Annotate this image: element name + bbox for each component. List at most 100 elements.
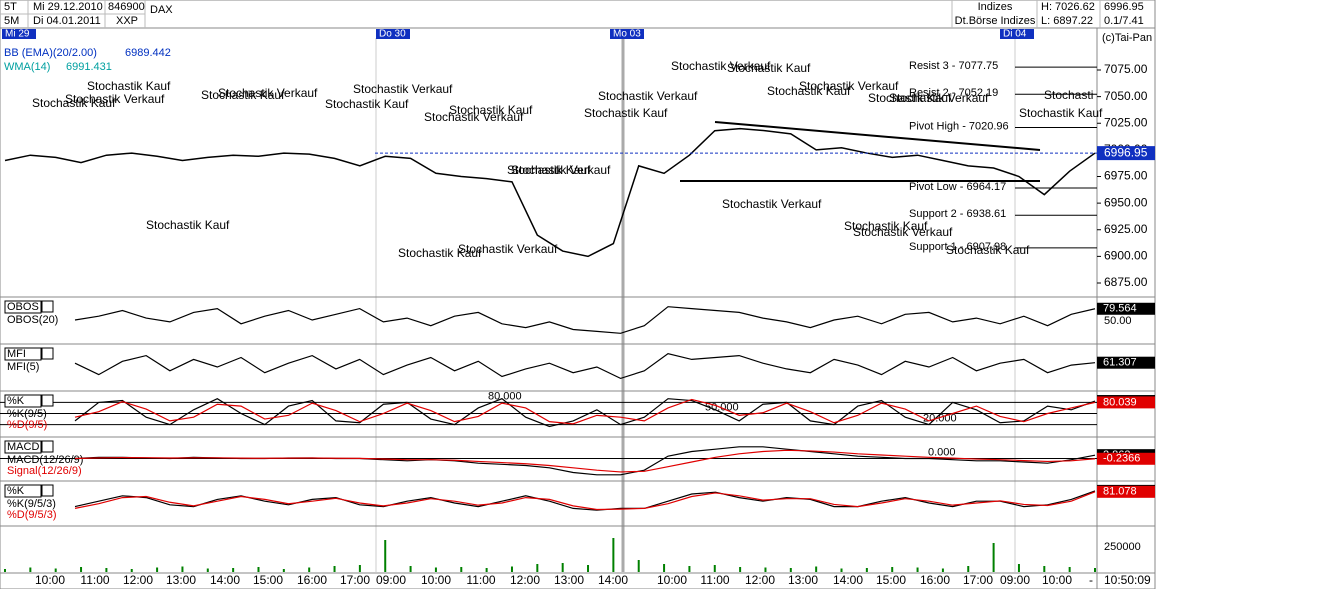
value-box (1097, 452, 1155, 465)
exchange: XXP (116, 15, 138, 27)
volume-bar (1043, 566, 1046, 572)
annotation: Stochastik Kauf (844, 219, 928, 233)
panel-add[interactable] (41, 484, 54, 497)
pivot-label: Pivot Low - 6964.17 (909, 181, 1006, 193)
pivot-label: Pivot High - 7020.96 (909, 120, 1009, 132)
annotation: Stochastik Verkauf (889, 91, 989, 105)
annotation: Stochasti (1044, 88, 1093, 102)
y-tick-label: 7050.00 (1104, 89, 1148, 103)
volume-bar (257, 567, 260, 572)
annotation: Stochastik Verkauf (65, 92, 165, 106)
annotation: Stochastik Kauf (727, 61, 811, 75)
volume-bar (587, 565, 590, 572)
volume-bar (891, 567, 894, 572)
price-line (4, 127, 1096, 258)
annotation: Stochastik Kauf (87, 79, 171, 93)
indicator-line (74, 353, 1096, 380)
y-tick-label: 6875.00 (1104, 275, 1148, 289)
high: H: 7026.62 (1041, 1, 1095, 13)
volume-bar (434, 567, 437, 572)
volume-bar (739, 567, 742, 572)
y-tick-label: 250000 (1104, 541, 1141, 553)
annotation: Stochastik Kauf (767, 84, 851, 98)
volume-bar (916, 567, 919, 572)
series-name: %D(9/5/3) (7, 509, 57, 521)
annotation: Stochastik Kauf (507, 163, 591, 177)
series-name: OBOS(20) (7, 314, 58, 326)
last-price-label: 6996.95 (1104, 145, 1148, 159)
series-name: MFI(5) (7, 361, 39, 373)
date-marker (1000, 29, 1034, 39)
annotation: Stochastik Kauf (584, 106, 668, 120)
date-marker (376, 29, 410, 39)
x-tick-label: 11:00 (80, 573, 109, 587)
panel-button-box (4, 484, 42, 498)
panel-add[interactable] (41, 394, 54, 407)
series-name: Signal(12/26/9) (7, 465, 82, 477)
x-tick-label: 11:00 (700, 573, 729, 587)
panel-button: %K (7, 395, 25, 407)
change: 0.1/7.41 (1104, 15, 1144, 27)
x-tick-label: 12:00 (123, 573, 153, 587)
y-tick-label: 7075.00 (1104, 62, 1148, 76)
y-tick-label: 6975.00 (1104, 169, 1148, 183)
x-tick-label: - (1089, 573, 1093, 587)
x-tick-label: 09:00 (1000, 573, 1030, 587)
symbol: DAX (150, 4, 173, 16)
annotation: Stochastik Kauf (201, 88, 285, 102)
date-marker-label: Do 30 (379, 29, 406, 40)
x-tick-label: 10:00 (35, 573, 65, 587)
volume-bar (232, 568, 235, 572)
volume-bar (637, 560, 640, 572)
code: 846900 (108, 1, 145, 13)
x-tick-label: 14:00 (210, 573, 240, 587)
volume-bar (29, 567, 32, 572)
x-tick-label: 15:00 (253, 573, 283, 587)
annotation: Stochastik Verkauf (853, 225, 953, 239)
panel-add[interactable] (41, 440, 54, 453)
annotation: Stochastik Kauf (325, 97, 409, 111)
annotation: Stochastik Verkauf (598, 89, 698, 103)
panel-add[interactable] (41, 300, 54, 313)
x-tick-label: 13:00 (788, 573, 818, 587)
series-name: %K(9/5) (7, 408, 47, 420)
volume-bar (713, 565, 716, 572)
volume-bar (4, 569, 6, 572)
x-tick-label: 17:00 (340, 573, 370, 587)
volume-bar (536, 564, 539, 572)
volume-bar (561, 563, 564, 572)
panel-button: MFI (7, 348, 26, 360)
reference-label: 80.000 (488, 390, 522, 402)
volume-bar (815, 566, 818, 572)
date-marker-label: Mo 03 (613, 29, 641, 40)
x-tick-label: 09:00 (376, 573, 406, 587)
volume-bar (80, 567, 83, 572)
x-tick-label: 12:00 (510, 573, 540, 587)
layout (0, 0, 1155, 589)
group: Indizes (978, 1, 1013, 13)
pivot-label: Resist 2 - 7052.19 (909, 87, 998, 99)
volume-bar (612, 538, 615, 572)
indicator-line (74, 449, 1096, 473)
date-marker (2, 29, 36, 39)
panel-add[interactable] (41, 347, 54, 360)
y-tick-label: 50.00 (1104, 315, 1132, 327)
annotation: Stochastik Kauf (32, 96, 116, 110)
y-tick-label: 6925.00 (1104, 222, 1148, 236)
volume-bar (54, 568, 57, 572)
volume-bar (941, 568, 944, 572)
volume-bar (460, 567, 463, 572)
volume-bar (764, 567, 767, 572)
copyright: (c)Tai-Pan (1102, 32, 1152, 44)
series-name: %D(9/5) (7, 419, 47, 431)
annotation: Stochastik Kauf (868, 91, 952, 105)
indicator-line (74, 306, 1096, 334)
y-tick-label: 6900.00 (1104, 249, 1148, 263)
volume-bar (967, 566, 970, 572)
series-name: %K(9/5/3) (7, 498, 56, 510)
frame (0, 0, 1156, 589)
annotation: Stochastik Verkauf (353, 82, 453, 96)
source: Dt.Börse Indizes (955, 15, 1036, 27)
value-label: 79.564 (1103, 303, 1137, 315)
